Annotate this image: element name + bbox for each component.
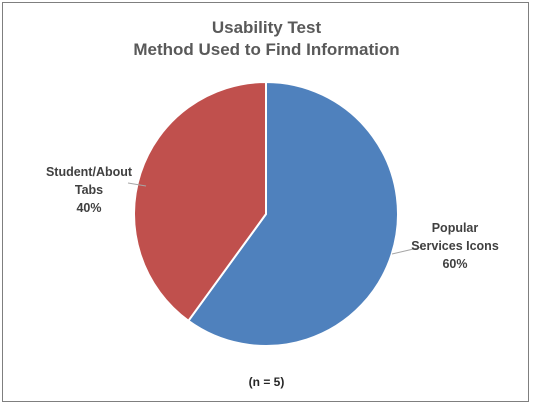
data-label-1: Tabs: [75, 183, 103, 197]
chart-title: Usability Test: [211, 18, 322, 37]
data-label-0: Popular: [432, 221, 479, 235]
sample-size-note: (n = 5): [248, 375, 285, 389]
leader-line-1: [127, 182, 147, 187]
leader-line-0: [391, 246, 423, 255]
pie-slice-0: [187, 80, 399, 347]
chart-subtitle: Method Used to Find Information: [133, 40, 400, 59]
data-label-0: Services Icons: [411, 239, 499, 253]
data-label-1: Student/About: [46, 165, 133, 179]
data-label-percent-0: 60%: [442, 257, 467, 271]
pie-slice-1: [133, 80, 267, 323]
data-label-percent-1: 40%: [76, 201, 101, 215]
